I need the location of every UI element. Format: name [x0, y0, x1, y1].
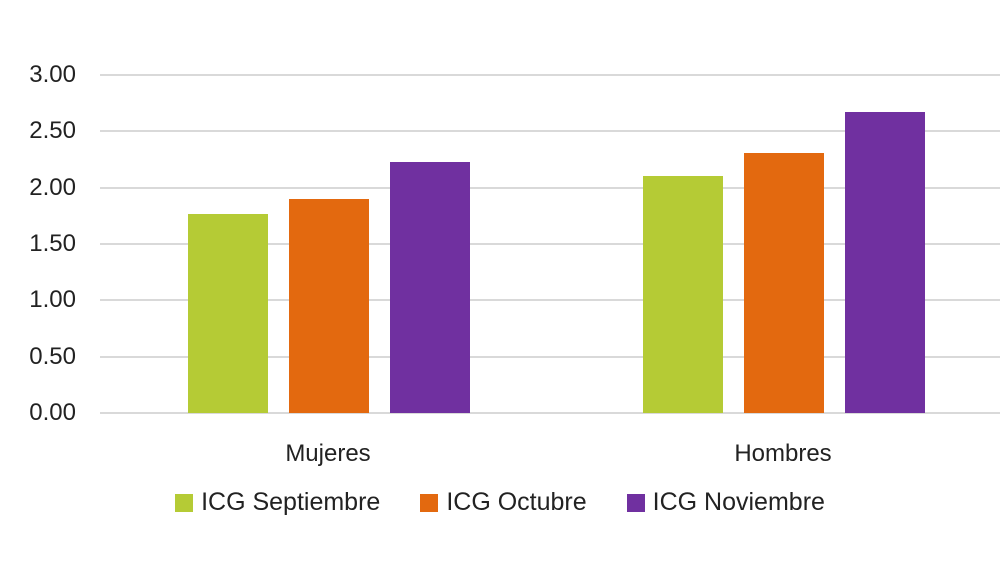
legend-item: ICG Noviembre	[626, 488, 825, 517]
gridline	[100, 412, 1000, 414]
legend-label: ICG Noviembre	[652, 488, 825, 516]
legend-item: ICG Octubre	[420, 488, 587, 517]
gridline	[100, 299, 1000, 302]
bar-hombres-icg-noviembre	[845, 112, 925, 413]
bar-hombres-icg-octubre	[744, 152, 824, 413]
gridline	[100, 130, 1000, 133]
gridline	[100, 186, 1000, 189]
x-category-label: Mujeres	[285, 440, 371, 467]
y-tick-label: 1.50	[29, 230, 76, 257]
bar-mujeres-icg-septiembre	[188, 213, 268, 413]
legend-swatch-icon	[626, 493, 645, 512]
legend-item: ICG Septiembre	[175, 488, 380, 517]
bar-mujeres-icg-octubre	[289, 198, 369, 413]
gridline	[100, 74, 1000, 76]
x-category-label: Hombres	[734, 440, 832, 467]
y-tick-label: 3.00	[29, 61, 76, 88]
gridline	[100, 243, 1000, 245]
y-tick-label: 1.00	[29, 286, 76, 314]
y-tick-label: 2.00	[29, 173, 76, 201]
gridline	[100, 355, 1000, 358]
legend-label: ICG Octubre	[446, 488, 587, 516]
bar-mujeres-icg-noviembre	[390, 161, 470, 413]
y-tick-label: 0.00	[29, 399, 76, 426]
legend-swatch-icon	[175, 493, 194, 512]
y-tick-label: 2.50	[29, 117, 76, 145]
legend: ICG Septiembre ICG Octubre ICG Noviembre	[0, 488, 1000, 517]
legend-label: ICG Septiembre	[201, 488, 381, 516]
y-tick-label: 0.50	[29, 342, 76, 370]
legend-swatch-icon	[420, 493, 439, 512]
bar-hombres-icg-septiembre	[643, 176, 723, 413]
